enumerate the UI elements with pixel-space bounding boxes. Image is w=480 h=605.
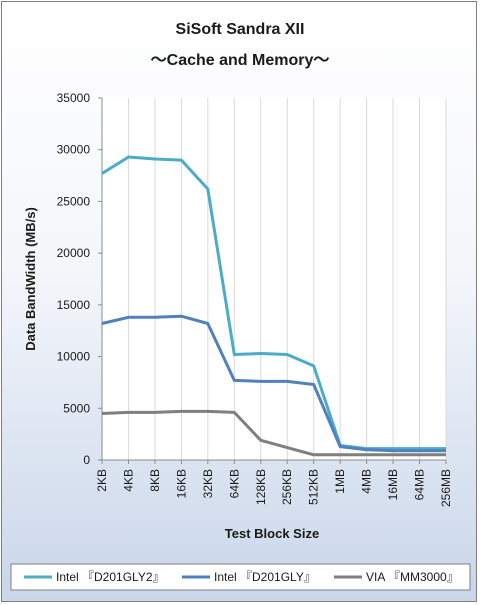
x-tick-label: 512KB xyxy=(307,469,321,505)
y-tick-label: 30000 xyxy=(57,143,91,157)
x-axis-title: Test Block Size xyxy=(225,526,319,541)
x-tick-label: 32KB xyxy=(201,469,215,498)
x-tick-label: 64MB xyxy=(413,469,427,500)
legend-label: VIA 『MM3000』 xyxy=(366,570,459,584)
x-tick-label: 128KB xyxy=(254,469,268,505)
x-tick-label: 8KB xyxy=(148,469,162,492)
y-tick-label: 20000 xyxy=(57,246,91,260)
legend-label: Intel 『D201GLY』 xyxy=(214,570,316,584)
y-axis-ticks: 0 5000 10000 15000 20000 25000 30000 35000 xyxy=(57,91,102,467)
series-line-3 xyxy=(101,409,446,457)
y-tick-label: 25000 xyxy=(57,194,91,208)
x-tick-label: 2KB xyxy=(95,469,109,492)
series-line-2 xyxy=(101,314,446,453)
plot-area xyxy=(102,98,446,460)
series-lines xyxy=(101,155,446,457)
series-line-1 xyxy=(101,155,446,451)
y-tick-label: 35000 xyxy=(57,91,91,105)
x-tick-label: 64KB xyxy=(227,469,241,498)
x-tick-label: 4MB xyxy=(360,469,374,494)
grid-lines xyxy=(101,98,447,461)
y-tick-label: 15000 xyxy=(57,298,91,312)
y-axis-title: Data BandWidth (MB/s) xyxy=(23,207,38,351)
legend: Intel 『D201GLY2』 Intel 『D201GLY』 VIA 『MM30… xyxy=(24,570,459,584)
legend-box xyxy=(10,563,471,591)
x-tick-label: 256MB xyxy=(439,469,453,507)
chart-subtitle: ～Cache and Memory～ xyxy=(151,52,330,69)
x-tick-label: 16MB xyxy=(386,469,400,500)
x-tick-label: 4KB xyxy=(121,469,135,492)
x-axis-ticks: 2KB 4KB 8KB 16KB 32KB 64KB 128KB 256KB 512KB 1MB 4… xyxy=(95,460,453,507)
x-tick-label: 256KB xyxy=(280,469,294,505)
y-tick-label: 10000 xyxy=(57,350,91,364)
x-tick-label: 1MB xyxy=(333,469,347,494)
x-tick-label: 16KB xyxy=(174,469,188,498)
y-tick-label: 5000 xyxy=(63,401,90,415)
chart-title: SiSoft Sandra XII xyxy=(176,21,305,38)
legend-label: Intel 『D201GLY2』 xyxy=(56,570,165,584)
y-tick-label: 0 xyxy=(83,453,90,467)
